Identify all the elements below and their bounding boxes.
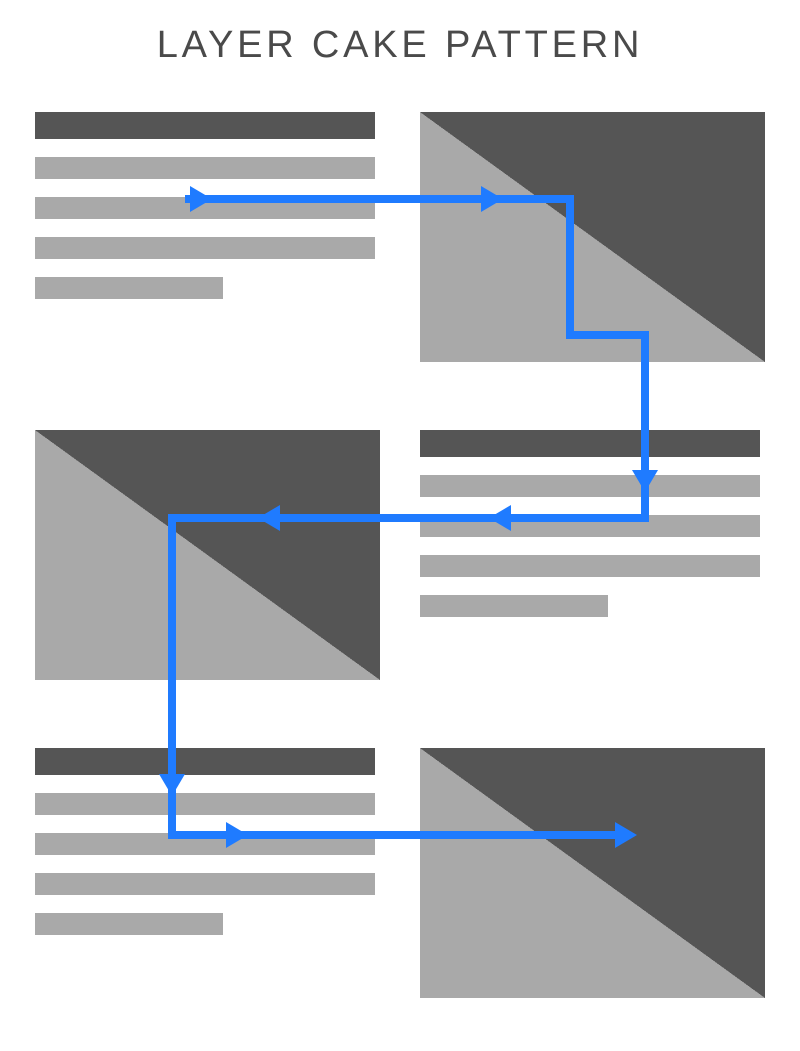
text-body-bar	[420, 555, 760, 577]
text-heading-bar	[35, 112, 375, 139]
image-placeholder	[420, 748, 765, 998]
text-body-bar	[35, 913, 223, 935]
text-block	[420, 430, 765, 635]
text-body-bar	[35, 873, 375, 895]
text-block	[35, 748, 380, 953]
text-body-bar	[35, 237, 375, 259]
text-heading-bar	[35, 748, 375, 775]
text-heading-bar	[420, 430, 760, 457]
image-placeholder	[420, 112, 765, 362]
text-body-bar	[420, 595, 608, 617]
image-diagonal	[35, 430, 380, 680]
page-title: LAYER CAKE PATTERN	[0, 24, 800, 67]
text-block	[35, 112, 380, 317]
text-body-bar	[35, 277, 223, 299]
text-body-bar	[420, 475, 760, 497]
text-body-bar	[35, 157, 375, 179]
text-body-bar	[420, 515, 760, 537]
text-body-bar	[35, 793, 375, 815]
text-body-bar	[35, 833, 375, 855]
text-body-bar	[35, 197, 375, 219]
image-diagonal	[420, 748, 765, 998]
image-diagonal	[420, 112, 765, 362]
image-placeholder	[35, 430, 380, 680]
